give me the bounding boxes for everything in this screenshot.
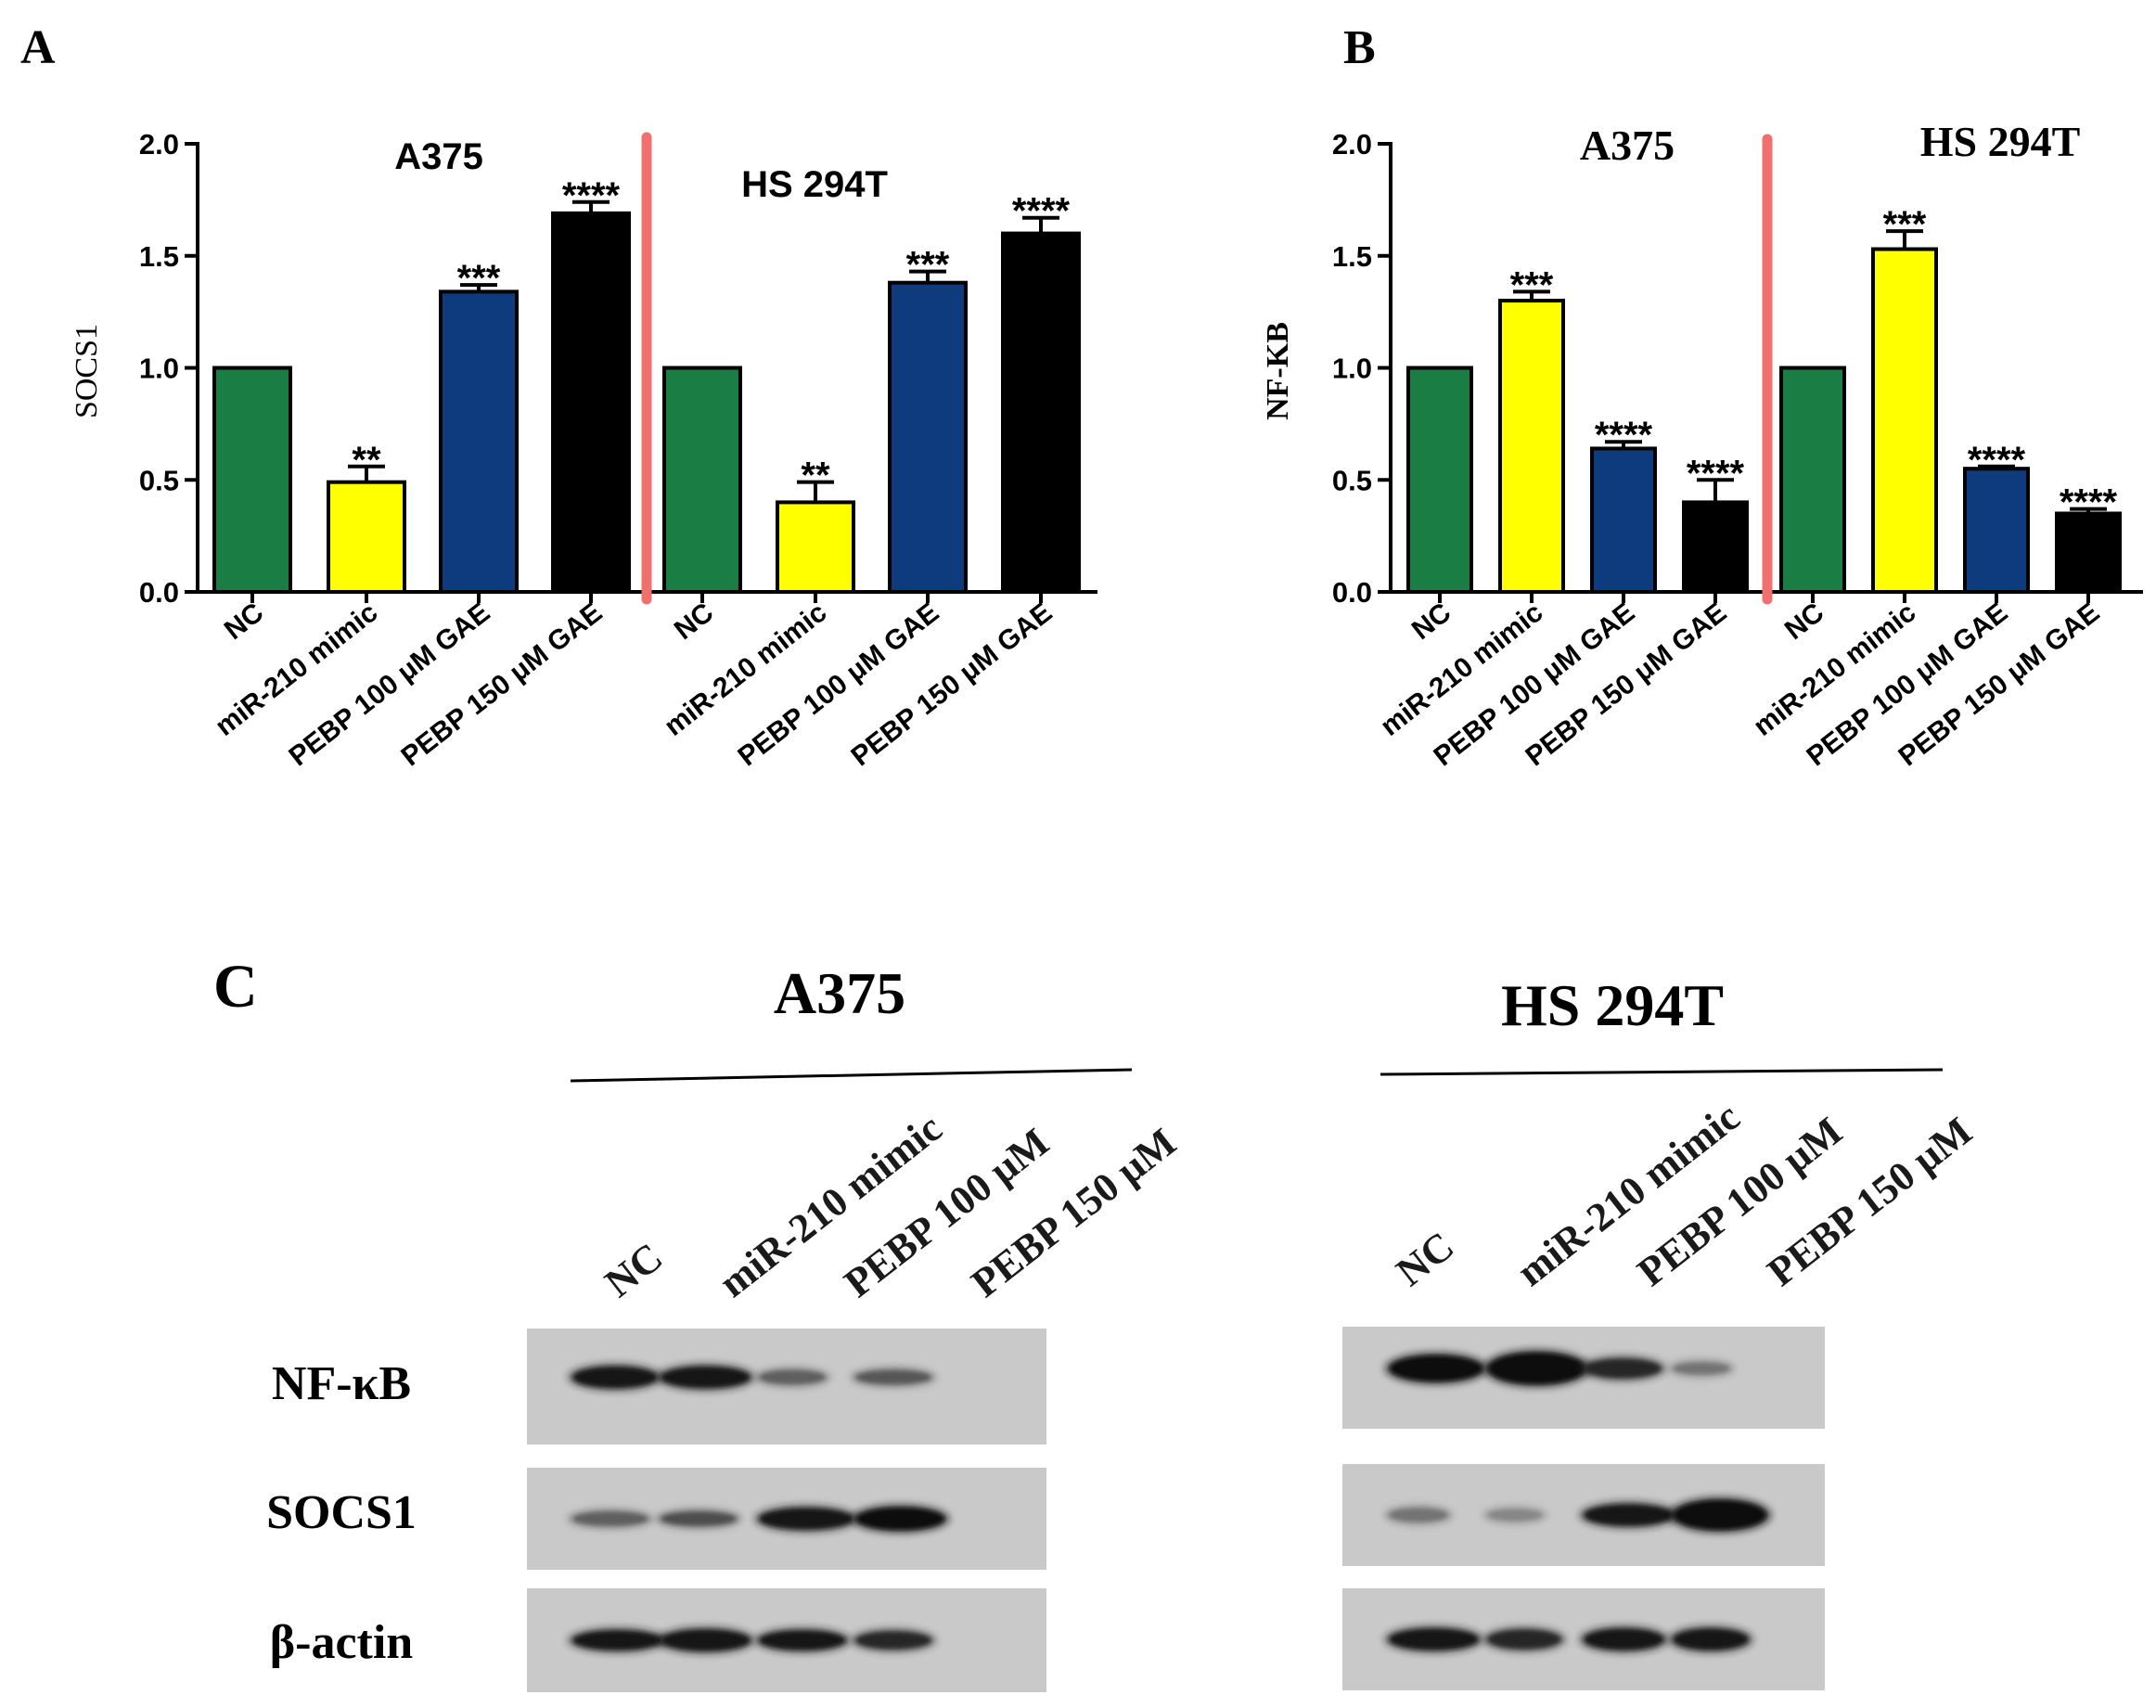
panel-a-ytick-label: 2.0 bbox=[139, 128, 179, 161]
blot-a375-title: A375 bbox=[774, 960, 905, 1026]
panel-a-bars: ****************** bbox=[212, 175, 1081, 595]
blot-band bbox=[661, 1512, 736, 1525]
blot-band bbox=[1674, 1500, 1766, 1530]
panel-a-bar bbox=[551, 211, 631, 595]
panel-a-ytick-label: 1.0 bbox=[139, 353, 179, 385]
blot-band bbox=[661, 1367, 750, 1388]
panel-a-category-label: PEBP 150 μM GAE bbox=[846, 597, 1059, 773]
blot-band bbox=[1674, 1629, 1748, 1650]
blot-band bbox=[573, 1512, 648, 1525]
blot-hs294t-title: HS 294T bbox=[1501, 972, 1724, 1038]
blot-band bbox=[856, 1370, 930, 1384]
protein-label-socs1: SOCS1 bbox=[266, 1486, 417, 1539]
panel-b-bar bbox=[1963, 467, 2030, 594]
panel-a-category-label: PEBP 150 μM GAE bbox=[396, 597, 609, 773]
panel-a-bar bbox=[888, 280, 968, 594]
panel-a-significance: **** bbox=[562, 175, 621, 216]
panel-b-bar bbox=[1590, 446, 1657, 594]
blot-band bbox=[760, 1631, 845, 1650]
blot-band bbox=[1390, 1355, 1482, 1381]
blot-band bbox=[661, 1630, 750, 1650]
panel-a-ytick-label: 0.0 bbox=[139, 576, 179, 609]
panel-b-bar bbox=[1871, 247, 1938, 594]
panel-b-ytick-label: 0.0 bbox=[1332, 576, 1372, 609]
blot-strips bbox=[527, 1327, 1825, 1692]
panel-b-bar bbox=[1406, 366, 1473, 594]
blot-band bbox=[1390, 1509, 1447, 1522]
panel-a-bar bbox=[662, 366, 742, 594]
blot-band bbox=[1488, 1509, 1542, 1521]
panel-b-group-title: A375 bbox=[1580, 122, 1675, 169]
blot-band bbox=[1585, 1359, 1661, 1378]
panel-b-ytick-label: 0.5 bbox=[1332, 464, 1372, 496]
panel-a-bar bbox=[212, 366, 292, 594]
panel-b-bar bbox=[1779, 366, 1846, 594]
panel-b-ytick-label: 2.0 bbox=[1332, 128, 1372, 161]
protein-label-nfkb: NF-κB bbox=[272, 1357, 411, 1410]
panel-a-bar bbox=[327, 480, 406, 594]
panel-b-label: B bbox=[1343, 21, 1376, 74]
panel-b-bars: ********************** bbox=[1406, 204, 2122, 595]
panel-b-significance: **** bbox=[1687, 453, 1745, 494]
panel-a-significance: ** bbox=[352, 440, 381, 481]
panel-a-label: A bbox=[20, 21, 56, 74]
panel-b-category-label: NC bbox=[1779, 597, 1829, 647]
panel-a-significance: *** bbox=[457, 258, 501, 299]
panel-a-significance: *** bbox=[906, 245, 950, 286]
panel-b-bar bbox=[1682, 500, 1749, 595]
panel-b-category-label: miR-210 mimic bbox=[1748, 597, 1921, 742]
blot-hs294t-underline bbox=[1380, 1068, 1944, 1076]
panel-b-bar bbox=[2055, 511, 2122, 594]
blot-band bbox=[856, 1632, 930, 1649]
blot-band bbox=[760, 1509, 853, 1529]
blot-lane-label: miR-210 mimic bbox=[711, 1105, 950, 1306]
blot-band bbox=[1488, 1353, 1585, 1384]
panel-a-category-label: NC bbox=[669, 597, 719, 647]
panel-b-bar bbox=[1498, 299, 1565, 594]
panel-c-label: C bbox=[213, 953, 258, 1021]
panel-b-significance: **** bbox=[1968, 440, 2026, 481]
panel-a-category-label: PEBP 100 μM GAE bbox=[284, 597, 496, 773]
panel-a-bar bbox=[439, 289, 519, 594]
panel-b-group-title: HS 294T bbox=[1920, 118, 2081, 165]
blot-band bbox=[1488, 1630, 1560, 1649]
panel-a-group-title: HS 294T bbox=[741, 164, 888, 205]
blot-band bbox=[760, 1370, 825, 1384]
panel-a-ylabel: SOCS1 bbox=[70, 324, 104, 418]
panel-a-bar bbox=[1001, 231, 1081, 594]
blot-band bbox=[1390, 1629, 1478, 1650]
panel-b-category-label: NC bbox=[1406, 597, 1457, 647]
panel-b-significance: *** bbox=[1510, 264, 1554, 305]
blot-lane-label: NC bbox=[1388, 1223, 1462, 1295]
panel-b-significance: **** bbox=[2060, 482, 2118, 523]
blot-a375-underline bbox=[570, 1068, 1133, 1083]
blot-band bbox=[856, 1508, 944, 1530]
panel-b-category-label: miR-210 mimic bbox=[1375, 597, 1548, 742]
panel-a-bar bbox=[776, 500, 855, 595]
panel-a-group-title: A375 bbox=[394, 136, 483, 177]
panel-a-ytick-label: 1.5 bbox=[139, 240, 179, 273]
panel-b-ytick-label: 1.0 bbox=[1332, 353, 1372, 385]
panel-a-category-label: NC bbox=[219, 597, 269, 647]
panel-a-ytick-label: 0.5 bbox=[139, 464, 179, 496]
panel-b-ytick-label: 1.5 bbox=[1332, 240, 1372, 273]
panel-a-significance: **** bbox=[1012, 191, 1071, 232]
blot-lane-label: NC bbox=[597, 1234, 671, 1306]
blot-band bbox=[573, 1367, 657, 1388]
panel-a-significance: ** bbox=[801, 456, 830, 496]
panel-a-category-label: PEBP 100 μM GAE bbox=[733, 597, 945, 773]
blot-band bbox=[1674, 1363, 1729, 1374]
blot-band bbox=[573, 1631, 661, 1650]
panel-b-significance: *** bbox=[1883, 204, 1927, 245]
blot-band bbox=[1585, 1505, 1673, 1525]
panel-b-ylabel: NF-KB bbox=[1261, 322, 1295, 420]
panel-b-significance: **** bbox=[1595, 415, 1653, 456]
blot-band bbox=[1585, 1629, 1663, 1650]
protein-label-bactin: β-actin bbox=[270, 1616, 414, 1669]
